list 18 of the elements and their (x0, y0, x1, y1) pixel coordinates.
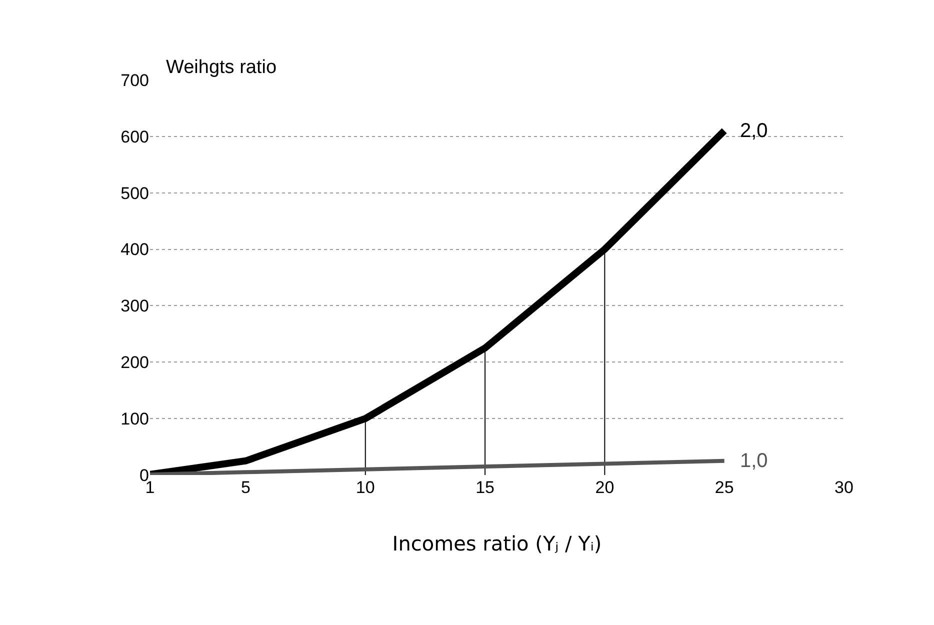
y-tick-label: 400 (120, 240, 149, 260)
x-tick-label: 20 (595, 478, 614, 497)
y-tick-label: 700 (120, 70, 149, 90)
series-label: 2,0 (740, 120, 768, 142)
y-axis-title: Weihgts ratio (166, 57, 277, 78)
x-axis-title: Incomes ratio (Yⱼ / Yᵢ) (392, 532, 602, 556)
y-tick-label: 200 (120, 353, 149, 372)
x-tick-label: 10 (356, 478, 375, 497)
y-tick-label: 300 (120, 296, 149, 316)
x-tick-label: 5 (240, 478, 250, 497)
line-series (150, 458, 726, 475)
x-tick-label: 30 (834, 478, 854, 497)
y-tick-label: 100 (120, 410, 149, 429)
x-tick-label: 25 (714, 478, 734, 497)
y-tick-label: 500 (120, 184, 149, 203)
x-tick-label: 15 (476, 478, 494, 497)
series-label: 1,0 (740, 450, 768, 472)
y-tick-label: 600 (120, 127, 149, 146)
